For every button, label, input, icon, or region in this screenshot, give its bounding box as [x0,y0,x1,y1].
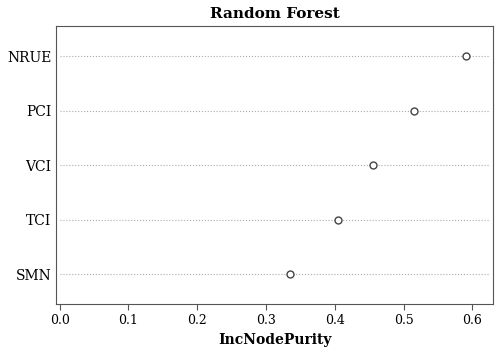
X-axis label: IncNodePurity: IncNodePurity [218,333,332,347]
Title: Random Forest: Random Forest [210,7,340,21]
